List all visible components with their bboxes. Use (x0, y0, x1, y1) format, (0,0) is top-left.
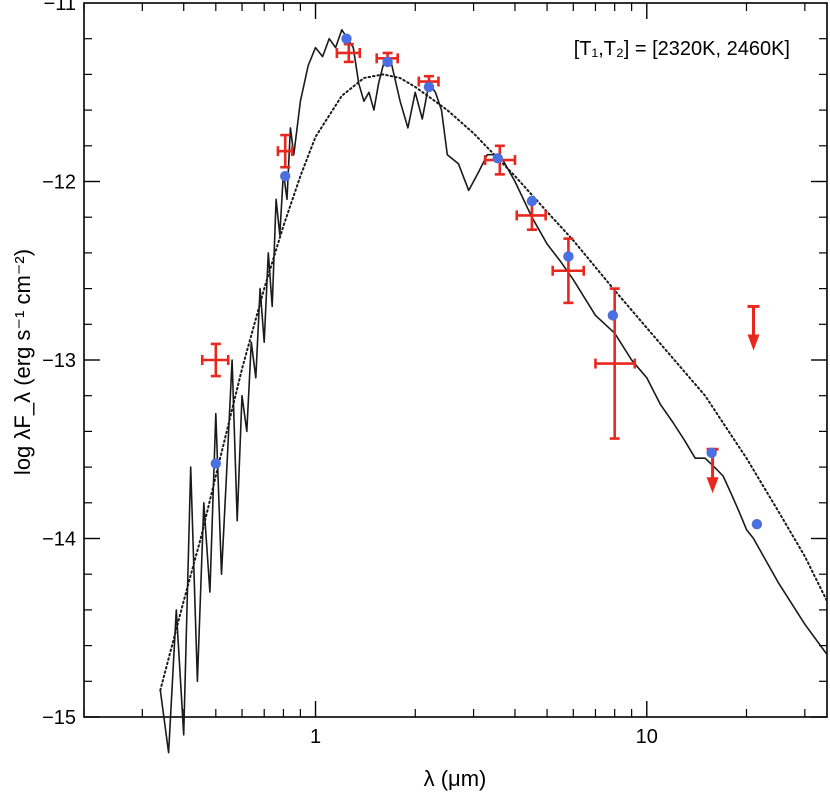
y-axis-title: log λF_λ (erg s⁻¹ cm⁻²) (10, 249, 35, 475)
x-tick-label-1: 1 (310, 726, 321, 748)
synthetic-point (706, 447, 717, 459)
series-layer (159, 29, 828, 754)
observed-point (551, 237, 585, 305)
upper-limit-arrowhead (747, 334, 760, 351)
y-tick-label-minus-12: −12 (42, 172, 76, 194)
y-tick-label-minus-13: −13 (42, 350, 76, 372)
y-tick-label-minus-14: −14 (42, 529, 76, 551)
synthetic-points (210, 33, 763, 530)
x-tick-label-10: 10 (636, 726, 658, 748)
synthetic-point (382, 56, 393, 68)
y-tick-label-minus-15: −15 (42, 707, 76, 729)
observed-point (276, 133, 294, 169)
tick-labels: 1 10 −11 −12 −13 −14 −15 (42, 0, 658, 748)
x-axis-title: λ (μm) (424, 766, 487, 791)
synthetic-point (607, 310, 619, 321)
synthetic-point (210, 458, 222, 469)
synthetic-point (563, 251, 574, 262)
synthetic-point (751, 519, 763, 530)
synthetic-point (280, 170, 291, 182)
synthetic-point (526, 195, 538, 207)
upper-limit-arrowhead (706, 477, 719, 494)
blackbody-curve (159, 73, 828, 692)
temperature-annotation: [T₁,T₂] = [2320K, 2460K] (574, 38, 790, 60)
model-spectrum-line (159, 29, 828, 754)
synthetic-point (423, 81, 435, 93)
observed-point (200, 342, 230, 378)
synthetic-point (492, 153, 503, 164)
synthetic-point (341, 33, 352, 44)
observed-point (335, 42, 362, 64)
upper-limit-arrow (747, 304, 760, 351)
y-tick-label-minus-11: −11 (44, 0, 76, 15)
